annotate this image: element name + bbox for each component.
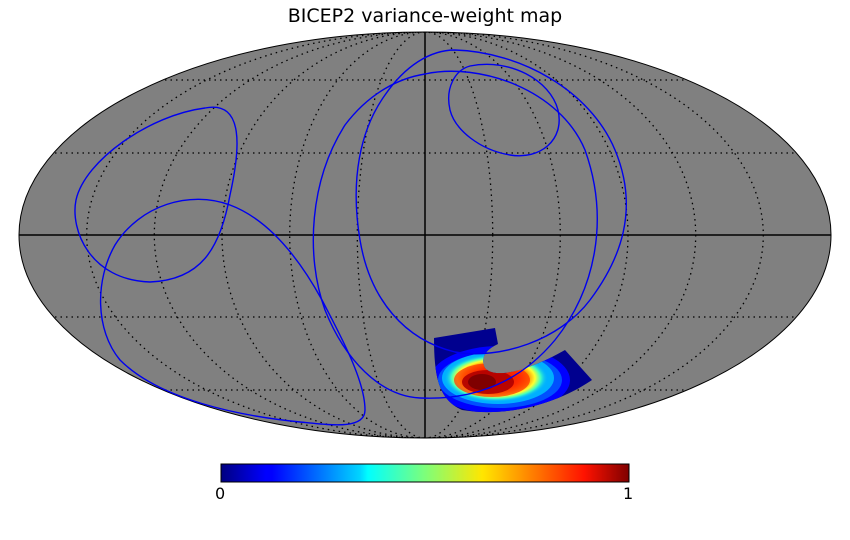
curve-small-upper-loop xyxy=(448,63,560,157)
overlay-curves xyxy=(74,49,628,426)
curve-left-upper-loop xyxy=(74,106,238,283)
curve-left-large-loop xyxy=(99,198,366,426)
colorbar-gradient xyxy=(220,463,630,483)
curve-central-loop xyxy=(312,70,598,399)
colorbar-max-label: 1 xyxy=(623,484,634,503)
curve-right-tall-loop xyxy=(355,49,628,355)
map-title: BICEP2 variance-weight map xyxy=(287,5,563,27)
colorbar-min-label: 0 xyxy=(215,484,226,503)
